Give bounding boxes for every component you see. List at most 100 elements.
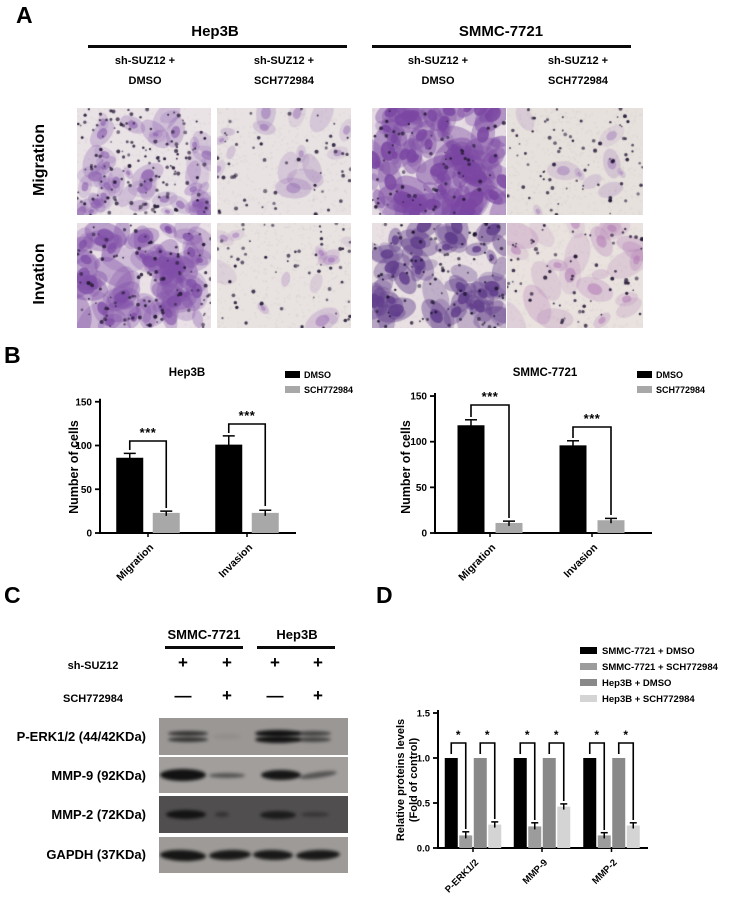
protein-band [255, 735, 301, 744]
protein-band [295, 731, 331, 736]
significance-bracket [572, 426, 612, 515]
bar [583, 758, 597, 848]
protein-band [301, 812, 329, 817]
blot-strip-mmp2 [159, 796, 348, 833]
category-label: Migration [114, 542, 156, 584]
protein-band [168, 731, 208, 736]
category-label: P-ERK1/2 [443, 857, 481, 895]
blot-group-underline [257, 646, 335, 649]
protein-band [160, 769, 206, 781]
micro-image-smmc-sch-invation [507, 223, 643, 328]
blot-group-underline [165, 646, 243, 649]
blot-strip-gapdh [159, 837, 348, 873]
condition-label: SCH772984 [548, 75, 608, 87]
treatment-sign: + [178, 653, 188, 672]
panel-a-label: A [16, 2, 33, 28]
protein-band [252, 849, 294, 861]
blot-label-mmp2: MMP-2 (72KDa) [51, 807, 146, 822]
panel-c-label: C [4, 582, 21, 608]
blot-label-mmp9: MMP-9 (92KDa) [51, 768, 146, 783]
significance-label: * [623, 728, 628, 742]
legend-label: DMSO [656, 370, 683, 380]
row-label-invation: Invation [31, 243, 48, 305]
bar [495, 522, 523, 533]
treatment-row-label: sh-SUZ12 [67, 660, 119, 672]
treatment-sign: + [313, 686, 323, 705]
chart-title: SMMC-7721 [513, 367, 578, 379]
y-axis-title: (Fold of control) [408, 738, 420, 823]
treatment-sign: — [266, 686, 284, 705]
protein-band [298, 769, 338, 781]
significance-label: * [485, 728, 490, 742]
micro-image-hep3b-sch-migration [217, 108, 351, 215]
y-tick-label: 0.0 [417, 844, 430, 855]
protein-band [260, 810, 296, 819]
legend-swatch [580, 647, 597, 654]
significance-bracket [227, 423, 267, 506]
legend-label: DMSO [304, 370, 331, 380]
legend-swatch [580, 679, 597, 686]
micro-image-hep3b-dmso-invation [77, 223, 211, 328]
treatment-row-label: SCH772984 [63, 693, 123, 705]
protein-band [208, 849, 252, 861]
y-tick-label: 150 [410, 392, 427, 403]
significance-label: *** [140, 425, 157, 440]
bar [116, 457, 144, 533]
protein-band [166, 810, 206, 819]
bar [612, 758, 626, 848]
y-tick-label: 100 [410, 437, 427, 448]
legend-label: SMMC-7721 + SCH772984 [602, 662, 719, 673]
legend-swatch [637, 371, 652, 378]
y-tick-label: 1.5 [417, 709, 431, 720]
chart-title: Hep3B [169, 367, 205, 379]
blot-label-gapdh: GAPDH (37KDa) [46, 847, 146, 862]
group-underline [372, 45, 631, 48]
y-tick-label: 50 [81, 485, 93, 496]
micro-image-smmc-dmso-invation [372, 223, 506, 328]
y-axis-title: Relative proteins levels [395, 719, 407, 841]
significance-label: * [525, 728, 530, 742]
protein-band [215, 812, 229, 817]
category-label: MMP-9 [521, 857, 550, 886]
y-axis-title: Number of cells [67, 420, 81, 514]
group-title-smmc7721: SMMC-7721 [458, 23, 544, 40]
row-label-migration: Migration [31, 124, 48, 196]
significance-bracket [519, 742, 536, 820]
legend-swatch [285, 371, 300, 378]
significance-bracket [479, 742, 496, 819]
legend-label: SCH772984 [304, 385, 353, 395]
legend-swatch [580, 695, 597, 702]
condition-label: sh-SUZ12 + [253, 55, 315, 67]
significance-label: *** [239, 408, 256, 423]
bar [444, 758, 458, 848]
category-label: Migration [456, 542, 498, 584]
legend-swatch [580, 663, 597, 670]
bar [488, 824, 502, 848]
micro-image-smmc-dmso-migration [372, 108, 506, 215]
protein-band [295, 737, 331, 742]
bar [528, 826, 542, 848]
group-underline [88, 45, 347, 48]
significance-bracket [128, 440, 168, 508]
micro-image-smmc-sch-migration [507, 108, 643, 215]
bar [457, 425, 485, 533]
significance-label: *** [482, 389, 499, 404]
group-title-hep3b: Hep3B [191, 23, 239, 40]
significance-label: * [554, 728, 559, 742]
bar [473, 758, 487, 848]
y-tick-label: 100 [75, 441, 92, 452]
protein-band [159, 848, 207, 862]
legend-swatch [285, 386, 300, 393]
significance-bracket [588, 742, 606, 830]
y-tick-label: 150 [75, 397, 92, 408]
protein-band [295, 849, 341, 861]
micro-image-hep3b-sch-invation [217, 223, 351, 328]
panel-b-label: B [4, 342, 21, 368]
category-label: Invasion [217, 542, 256, 581]
legend-label: Hep3B + DMSO [602, 678, 671, 689]
protein-band [261, 770, 301, 780]
significance-label: *** [584, 411, 601, 426]
treatment-sign: + [222, 686, 232, 705]
treatment-sign: — [174, 686, 192, 705]
legend-label: SCH772984 [656, 385, 705, 395]
